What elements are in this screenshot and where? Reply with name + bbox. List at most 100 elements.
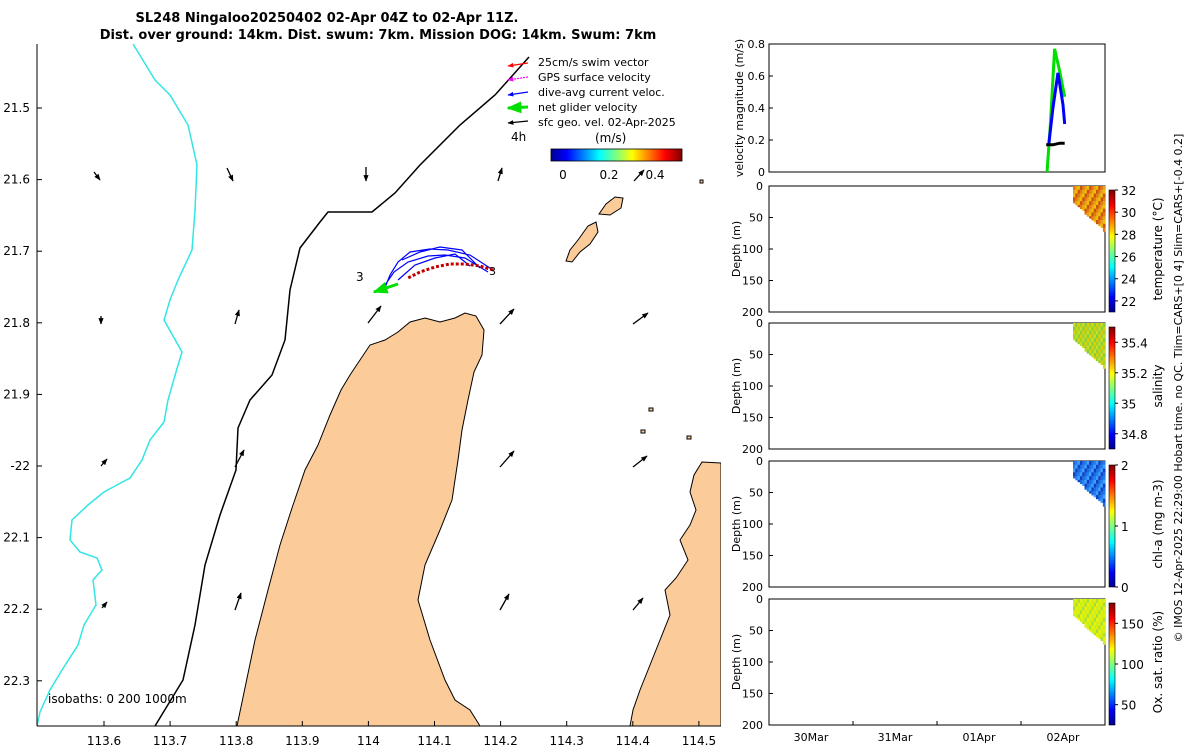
depth-scatter-point — [1093, 625, 1097, 628]
depth-scatter-point — [1096, 493, 1099, 496]
depth-scatter-point — [1082, 616, 1085, 619]
depth-scatter-point — [1100, 496, 1104, 500]
depth-scatter-point — [1082, 617, 1085, 621]
depth-panel: 0 50 100 150 200 Depth (m) 22 24 26 28 30 32 tempera… — [730, 180, 1165, 319]
depth-scatter-point — [1082, 614, 1085, 617]
time-x-tick-label: 31Mar — [878, 731, 913, 744]
geostrophic-arrows — [93, 167, 649, 611]
map-x-tick-label: 114.1 — [417, 734, 451, 748]
depth-scatter-point — [1086, 193, 1090, 196]
depth-scatter-point — [1098, 470, 1101, 473]
depth-scatter-point — [1091, 323, 1094, 326]
depth-scatter-point — [1098, 627, 1101, 630]
depth-scatter-point — [1098, 485, 1101, 488]
depth-scatter-point — [1102, 470, 1106, 473]
depth-scatter-point — [1086, 485, 1090, 488]
depth-scatter-point — [1098, 483, 1101, 486]
depth-scatter-point — [1075, 599, 1078, 602]
depth-scatter-point — [1086, 621, 1090, 624]
depth-scatter-point — [1102, 461, 1106, 464]
depth-scatter-point — [1082, 186, 1085, 189]
depth-scatter-point — [1102, 195, 1106, 198]
depth-scatter-point — [1091, 489, 1094, 492]
depth-scatter-point — [1084, 479, 1087, 483]
depth-scatter-point — [1091, 619, 1094, 623]
depth-scatter-point — [1086, 323, 1090, 326]
depth-scatter-point — [1098, 493, 1101, 496]
depth-scatter-point — [1073, 614, 1076, 617]
depth-scatter-point — [1089, 349, 1092, 352]
depth-scatter-point — [1082, 476, 1085, 479]
depth-scatter-point — [1073, 336, 1076, 339]
depth-scatter-point — [1102, 221, 1106, 225]
depth-scatter-point — [1077, 330, 1081, 333]
depth-scatter-point — [1075, 193, 1078, 196]
colorbar-tick-label: 32 — [1121, 184, 1136, 198]
depth-scatter-point — [1084, 621, 1087, 624]
depth-scatter-point — [1075, 604, 1078, 607]
depth-scatter-point — [1086, 204, 1090, 208]
depth-scatter-point — [1096, 216, 1099, 219]
depth-scatter-point — [1086, 199, 1090, 202]
depth-scatter-point — [1084, 187, 1087, 191]
depth-ylabel: Depth (m) — [730, 358, 743, 414]
velocity-y-ticks: 0 0.2 0.4 0.6 0.8 — [748, 38, 773, 179]
depth-scatter-point — [1096, 606, 1099, 609]
depth-scatter-point — [1102, 366, 1106, 369]
depth-scatter-point — [1089, 608, 1092, 611]
depth-scatter-point — [1102, 474, 1106, 477]
depth-scatter-point — [1084, 619, 1087, 623]
depth-scatter-point — [1100, 629, 1104, 632]
depth-scatter-point — [1091, 493, 1094, 496]
depth-scatter-point — [1102, 610, 1106, 613]
depth-scatter-point — [1093, 216, 1097, 219]
depth-scatter-point — [1096, 485, 1099, 488]
depth-scatter-point — [1102, 214, 1106, 217]
depth-scatter-point — [1098, 208, 1101, 211]
time-x-tick-label: 30Mar — [794, 731, 829, 744]
depth-scatter-point — [1100, 468, 1104, 471]
depth-scatter-point — [1082, 481, 1085, 485]
depth-scatter-point — [1079, 343, 1083, 347]
depth-scatter-point — [1100, 614, 1104, 617]
depth-scatter-point — [1098, 633, 1101, 636]
depth-scatter-point — [1073, 606, 1076, 609]
depth-scatter-point — [1096, 466, 1099, 469]
depth-scatter-point — [1084, 606, 1087, 609]
depth-scatter-point — [1077, 326, 1081, 330]
depth-scatter-point — [1086, 328, 1090, 331]
depth-scatter-point — [1100, 476, 1104, 479]
depth-scatter-point — [1086, 472, 1090, 475]
depth-scatter-point — [1082, 334, 1085, 337]
depth-scatter-point — [1079, 470, 1083, 473]
depth-scatter-point — [1102, 642, 1106, 645]
depth-scatter-point — [1082, 483, 1085, 486]
depth-scatter-point — [1093, 487, 1097, 490]
depth-scatter-point — [1077, 332, 1081, 335]
depth-scatter-point — [1091, 187, 1094, 191]
depth-scatter-point — [1084, 617, 1087, 621]
depth-scatter-point — [1084, 485, 1087, 488]
depth-scatter-point — [1084, 623, 1087, 626]
depth-scatter-point — [1089, 602, 1092, 606]
depth-scatter-point — [1084, 610, 1087, 613]
depth-y-tick-label: 0 — [756, 593, 763, 606]
depth-scatter-point — [1079, 478, 1083, 481]
depth-scatter-point — [1100, 206, 1104, 210]
depth-scatter-point — [1096, 357, 1099, 360]
depth-scatter-point — [1093, 614, 1097, 617]
depth-scatter-point — [1086, 481, 1090, 485]
depth-scatter-point — [1102, 347, 1106, 350]
colorbar-tick-label: 26 — [1121, 251, 1136, 265]
depth-scatter-point — [1084, 193, 1087, 196]
depth-scatter-point — [1102, 341, 1106, 345]
depth-scatter-point — [1098, 478, 1101, 481]
depth-scatter-point — [1073, 604, 1076, 607]
depth-scatter-point — [1098, 212, 1101, 215]
depth-scatter-point — [1091, 479, 1094, 483]
depth-scatter-point — [1079, 474, 1083, 477]
depth-scatter-point — [1100, 212, 1104, 215]
depth-scatter-point — [1096, 187, 1099, 191]
depth-scatter-point — [1102, 495, 1106, 498]
depth-scatter-point — [1077, 600, 1081, 604]
